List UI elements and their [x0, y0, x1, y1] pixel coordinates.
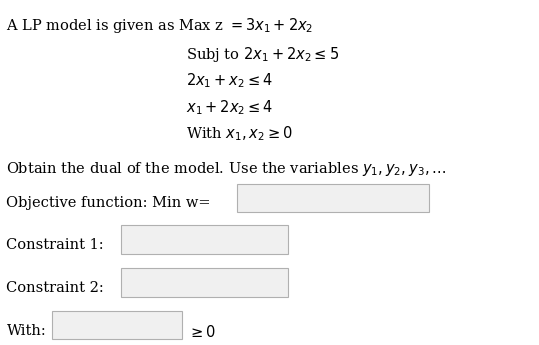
Text: $x_1 + 2x_2 \leq 4$: $x_1 + 2x_2 \leq 4$	[186, 98, 273, 117]
Text: With:: With:	[6, 324, 46, 338]
Text: $2x_1 + x_2 \leq 4$: $2x_1 + x_2 \leq 4$	[186, 71, 273, 90]
Text: Objective function: Min w=: Objective function: Min w=	[6, 196, 211, 210]
Text: $\geq 0$: $\geq 0$	[188, 324, 216, 339]
Text: Constraint 1:: Constraint 1:	[6, 238, 104, 252]
Text: With $x_1, x_2 \geq 0$: With $x_1, x_2 \geq 0$	[186, 125, 293, 143]
Text: Subj to $2x_1 + 2x_2 \leq 5$: Subj to $2x_1 + 2x_2 \leq 5$	[186, 45, 339, 64]
Text: A LP model is given as Max z $= 3x_1 + 2x_2$: A LP model is given as Max z $= 3x_1 + 2…	[6, 16, 314, 34]
FancyBboxPatch shape	[121, 225, 288, 254]
FancyBboxPatch shape	[52, 310, 182, 339]
Text: Obtain the dual of the model. Use the variables $y_1, y_2, y_3, \ldots$: Obtain the dual of the model. Use the va…	[6, 160, 447, 178]
FancyBboxPatch shape	[237, 184, 429, 212]
FancyBboxPatch shape	[121, 268, 288, 297]
Text: Constraint 2:: Constraint 2:	[6, 281, 104, 295]
